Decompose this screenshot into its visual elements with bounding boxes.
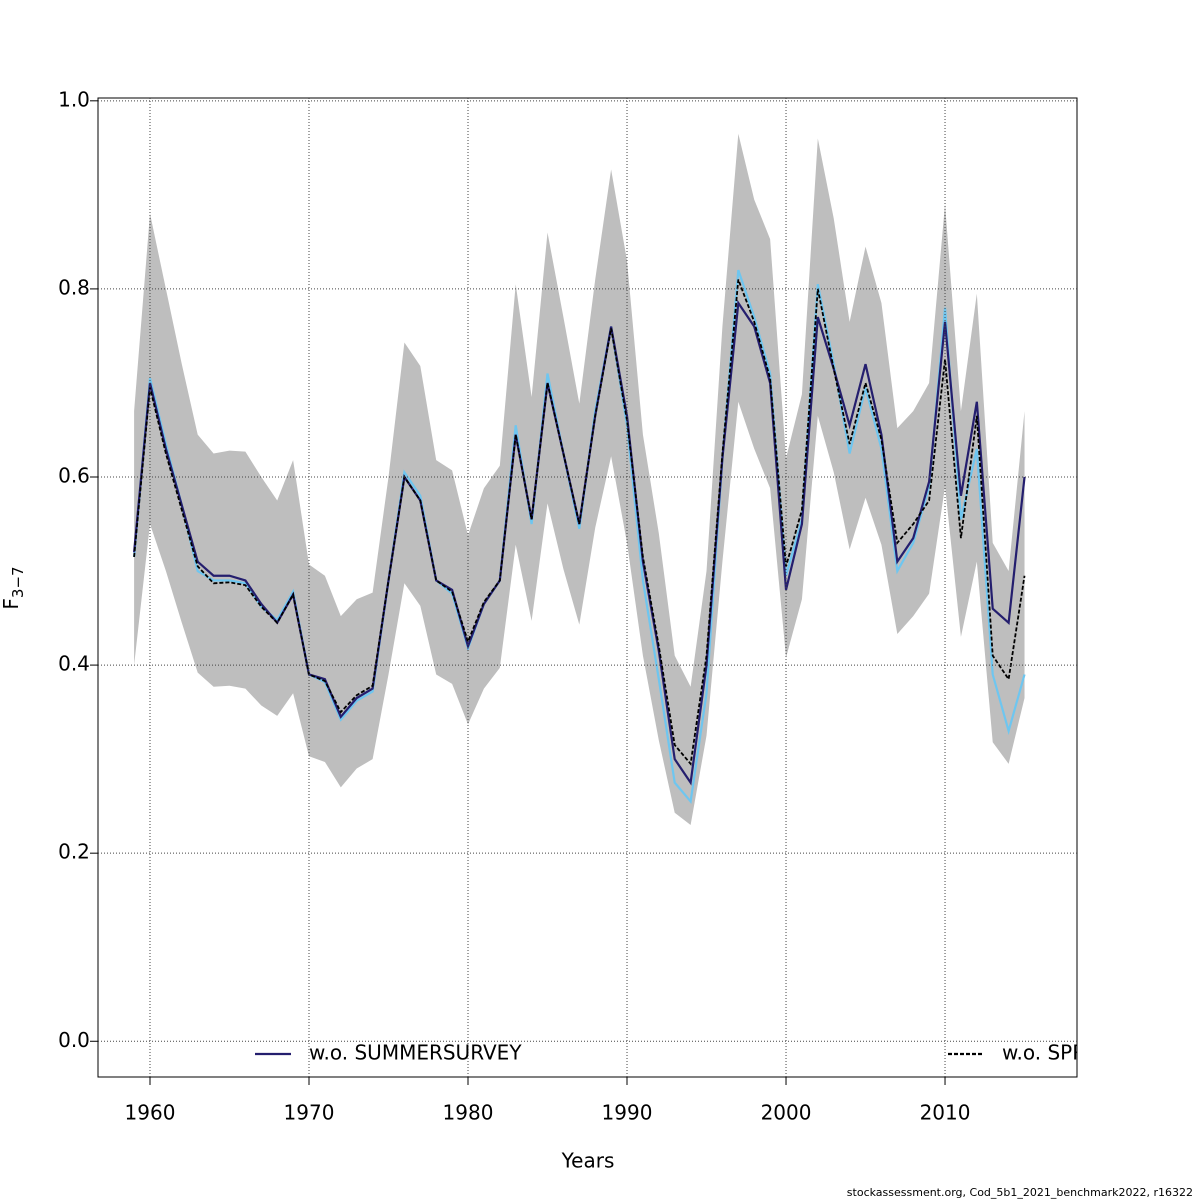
y-tick-label: 1.0 <box>58 87 90 111</box>
x-tick-label: 1970 <box>284 1101 335 1125</box>
footer: stockassessment.org, Cod_5b1_2021_benchm… <box>847 1186 1193 1199</box>
series-line <box>133 279 1026 766</box>
x-tick-label: 2010 <box>920 1101 971 1125</box>
series-line <box>132 269 1026 805</box>
y-tick-label: 0.0 <box>58 1028 90 1052</box>
y-axis-subscript: 3−7 <box>9 566 27 598</box>
legend: w.o. SUMMERSURVEY w.o. SPR <box>255 1041 1086 1065</box>
legend-label: w.o. SUMMERSURVEY <box>309 1041 522 1065</box>
data-layer <box>132 133 1026 825</box>
y-axis-title: F3−7 <box>0 566 27 609</box>
y-tick-label: 0.6 <box>58 463 90 487</box>
y-tick-label: 0.4 <box>58 652 90 676</box>
plot-area <box>132 133 1026 825</box>
y-tick-label: 0.2 <box>58 840 90 864</box>
x-axis-title: Years <box>561 1149 615 1173</box>
y-tick-label: 0.8 <box>58 275 90 299</box>
confidence-band <box>134 133 1025 825</box>
legend-label: w.o. SPR <box>1002 1041 1086 1065</box>
plot-frame <box>97 97 1078 1078</box>
y-axis-symbol: F <box>0 598 23 610</box>
x-tick-label: 1960 <box>125 1101 176 1125</box>
x-tick-label: 2000 <box>761 1101 812 1125</box>
x-tick-label: 1980 <box>443 1101 494 1125</box>
x-tick-label: 1990 <box>602 1101 653 1125</box>
